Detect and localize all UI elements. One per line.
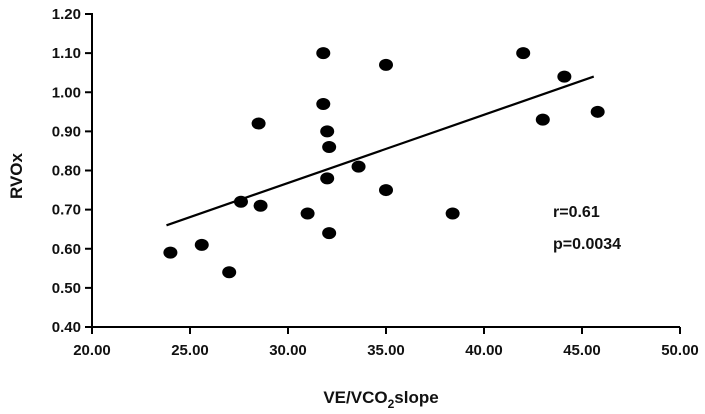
- y-tick-label: 1.20: [52, 6, 81, 23]
- data-point: [379, 184, 393, 197]
- regression-line: [166, 75, 595, 227]
- data-point: [535, 113, 550, 126]
- x-tick-label: 30.00: [269, 342, 307, 359]
- y-tick-label: 0.80: [52, 163, 81, 180]
- y-tick-label: 0.70: [52, 202, 81, 219]
- x-tick-label: 20.00: [73, 342, 111, 359]
- y-axis-ticks: 0.40 0.50 0.60 0.70 0.80 0.90 1.00 1.10 1.20: [52, 6, 92, 336]
- x-axis-title: VE/VCO2slope: [323, 388, 438, 411]
- data-point: [557, 70, 572, 83]
- x-tick-label: 50.00: [661, 342, 699, 359]
- y-axis-title: RVOx: [7, 152, 26, 199]
- y-tick-label: 1.10: [52, 45, 81, 62]
- data-point: [516, 47, 531, 60]
- data-point: [322, 141, 337, 154]
- x-axis-title-subscript: 2: [388, 397, 395, 411]
- x-tick-label: 45.00: [563, 342, 601, 359]
- data-points: [163, 47, 605, 279]
- data-point: [163, 246, 178, 259]
- correlation-annotation: r=0.61: [553, 204, 600, 221]
- data-point: [320, 125, 335, 138]
- x-axis-title-tail: slope: [394, 388, 438, 407]
- y-tick-label: 1.00: [52, 84, 81, 101]
- p-value-annotation: p=0.0034: [553, 236, 621, 253]
- y-tick-label: 0.50: [52, 280, 81, 297]
- data-point: [233, 195, 248, 208]
- y-tick-label: 0.90: [52, 123, 81, 140]
- data-point: [322, 227, 337, 240]
- x-tick-label: 40.00: [465, 342, 503, 359]
- x-tick-label: 25.00: [171, 342, 209, 359]
- data-point: [320, 172, 335, 185]
- y-tick-label: 0.60: [52, 241, 81, 258]
- y-tick-label: 0.40: [52, 319, 81, 336]
- data-point: [316, 47, 331, 60]
- data-point: [445, 207, 460, 220]
- data-point: [590, 105, 605, 118]
- data-point: [316, 97, 331, 110]
- data-point: [194, 238, 209, 251]
- x-axis-ticks: 20.00 25.00 30.00 35.00 40.00 45.00 50.00: [73, 327, 699, 359]
- data-point: [300, 207, 315, 220]
- data-point: [379, 58, 393, 71]
- data-point: [222, 266, 237, 279]
- x-tick-label: 35.00: [367, 342, 405, 359]
- data-point: [251, 117, 266, 130]
- data-point: [253, 199, 268, 212]
- data-point: [351, 160, 366, 173]
- x-axis-title-main: VE/VCO: [323, 388, 387, 407]
